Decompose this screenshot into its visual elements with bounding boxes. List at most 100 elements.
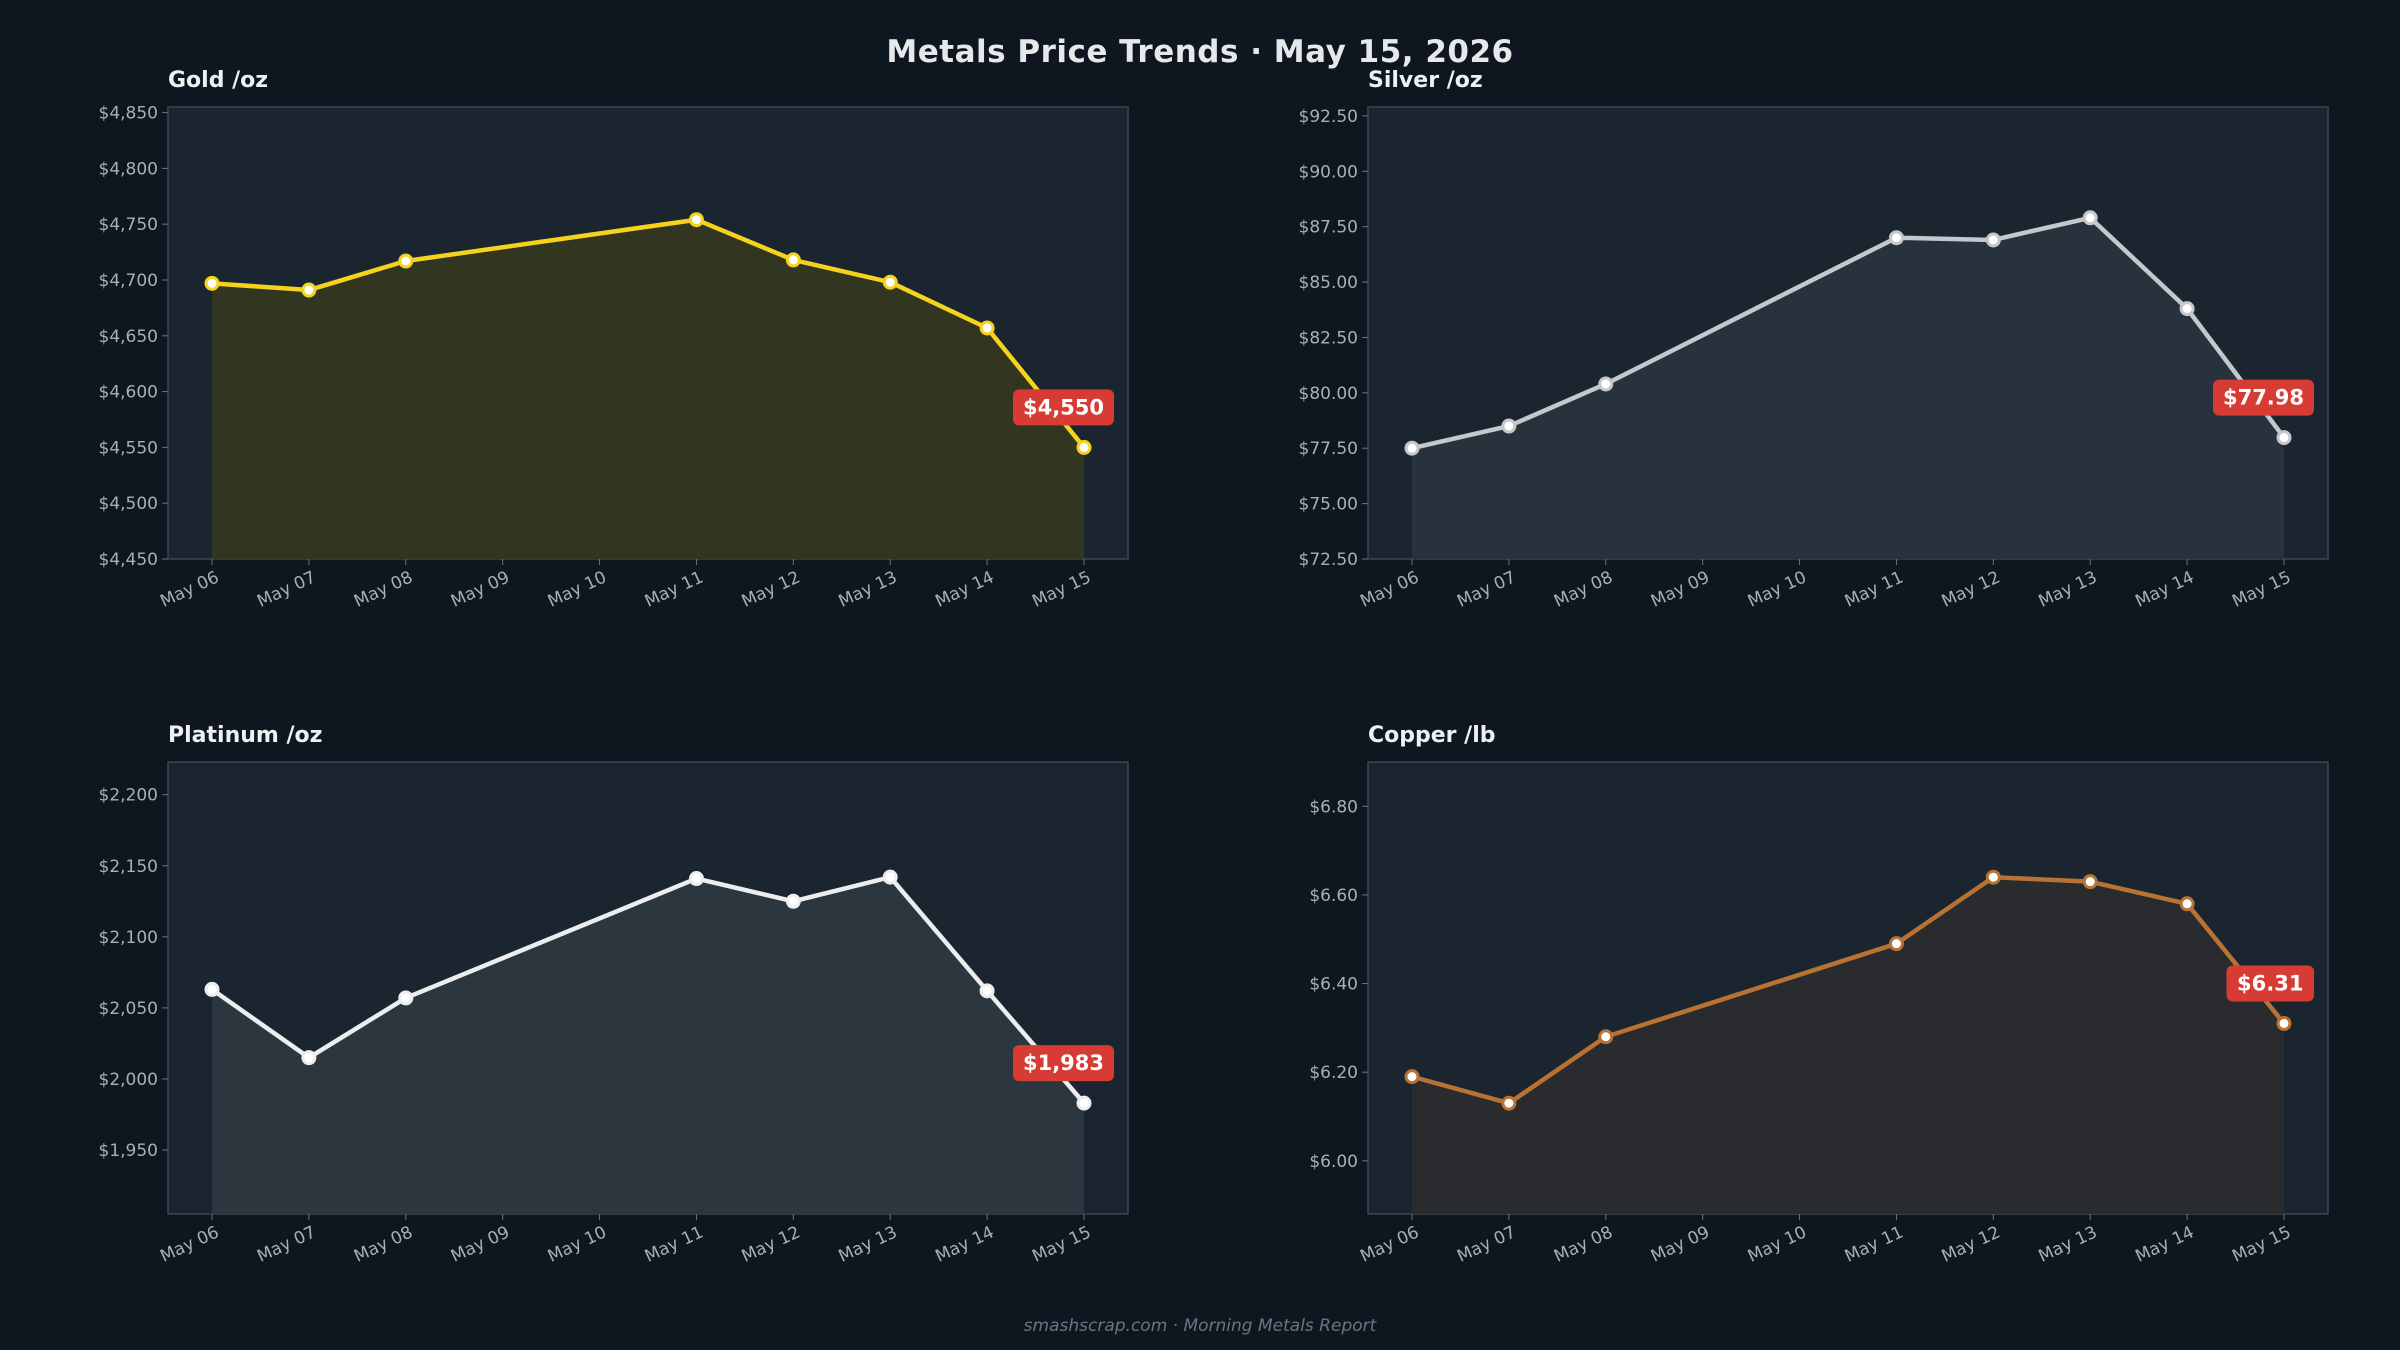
gold-chart-title: Gold /oz <box>168 68 268 93</box>
gold-x-tick-label: May 07 <box>254 567 319 611</box>
silver-data-point <box>1404 440 1420 456</box>
copper-x-tick-label: May 15 <box>2229 1222 2294 1266</box>
gold-latest-badge <box>1013 389 1114 426</box>
platinum-area-fill <box>212 877 1084 1214</box>
copper-chart: Copper /lb $6.00 $6.20 $6.40 $6.60 $6.80 May 0… <box>1309 723 2329 1267</box>
gold-x-tick-label: May 12 <box>739 567 804 611</box>
platinum-data-point <box>882 869 898 885</box>
gold-x-tick-label: May 13 <box>836 567 901 611</box>
platinum-data-point <box>688 871 704 887</box>
silver-y-tick-label: $80.00 <box>1299 384 1358 404</box>
silver-chart-title: Silver /oz <box>1368 68 1483 93</box>
copper-x-tick-label: May 14 <box>2132 1222 2197 1266</box>
silver-x-tick-label: May 08 <box>1551 567 1616 611</box>
page-title: Metals Price Trends · May 15, 2026 <box>886 34 1514 70</box>
silver-x-tick-label: May 14 <box>2132 567 2197 611</box>
copper-area-fill <box>1412 877 2284 1214</box>
copper-latest-badge <box>2226 965 2314 1002</box>
platinum-x-tick-label: May 13 <box>836 1222 901 1266</box>
platinum-x-tick-label: May 10 <box>545 1222 610 1266</box>
gold-y-tick-label: $4,750 <box>99 215 158 235</box>
silver-y-tick-label: $90.00 <box>1299 162 1358 182</box>
gold-area-fill <box>212 219 1084 559</box>
copper-latest-value: $6.31 <box>2237 971 2303 995</box>
copper-data-point <box>2179 896 2195 912</box>
gold-data-point <box>301 282 317 298</box>
gold-data-point <box>979 320 995 336</box>
silver-x-tick-label: May 07 <box>1454 567 1519 611</box>
gold-y-tick-label: $4,850 <box>99 104 158 124</box>
gold-data-point <box>882 274 898 290</box>
silver-y-tick-label: $87.50 <box>1299 218 1358 238</box>
silver-data-point <box>1598 376 1614 392</box>
platinum-y-tick-label: $2,050 <box>99 999 158 1019</box>
platinum-x-tick-label: May 15 <box>1029 1222 1094 1266</box>
gold-y-tick-label: $4,500 <box>99 494 158 514</box>
copper-x-tick-label: May 08 <box>1551 1222 1616 1266</box>
platinum-y-tick-label: $1,950 <box>99 1141 158 1161</box>
copper-y-tick-label: $6.60 <box>1309 886 1358 906</box>
copper-data-point <box>1598 1029 1614 1045</box>
gold-y-tick-label: $4,600 <box>99 383 158 403</box>
copper-x-tick-label: May 06 <box>1357 1222 1422 1266</box>
gold-x-tick-label: May 11 <box>642 567 707 611</box>
platinum-y-tick-label: $2,150 <box>99 857 158 877</box>
silver-y-tick-label: $77.50 <box>1299 439 1358 459</box>
silver-series-line <box>1409 215 2287 451</box>
silver-latest-value: $77.98 <box>2223 386 2304 410</box>
platinum-series-line <box>209 874 1087 1106</box>
copper-y-tick-label: $6.20 <box>1309 1063 1358 1083</box>
silver-chart: Silver /oz $72.50 $75.00 $77.50 $80.00 $82.50… <box>1299 68 2329 612</box>
silver-x-tick-label: May 06 <box>1357 567 1422 611</box>
platinum-data-point <box>785 893 801 909</box>
copper-data-point <box>1985 869 2001 885</box>
gold-y-tick-label: $4,450 <box>99 550 158 570</box>
gold-series-line <box>209 217 1087 450</box>
silver-x-tick-label: May 12 <box>1939 567 2004 611</box>
silver-data-point <box>1501 418 1517 434</box>
platinum-x-tick-label: May 07 <box>254 1222 319 1266</box>
gold-x-tick-label: May 06 <box>157 567 222 611</box>
copper-data-point <box>1404 1069 1420 1085</box>
copper-y-tick-label: $6.00 <box>1309 1152 1358 1172</box>
silver-y-tick-label: $92.50 <box>1299 107 1358 127</box>
silver-y-tick-label: $75.00 <box>1299 495 1358 515</box>
gold-x-tick-label: May 09 <box>448 567 513 611</box>
platinum-latest-badge <box>1013 1045 1114 1082</box>
silver-x-tick-label: May 15 <box>2229 567 2294 611</box>
copper-x-tick-label: May 12 <box>1939 1222 2004 1266</box>
platinum-x-tick-label: May 11 <box>642 1222 707 1266</box>
gold-y-tick-label: $4,650 <box>99 327 158 347</box>
platinum-x-tick-label: May 06 <box>157 1222 222 1266</box>
platinum-data-point <box>979 983 995 999</box>
copper-y-tick-label: $6.40 <box>1309 975 1358 995</box>
silver-data-point <box>2276 430 2292 446</box>
gold-data-point <box>1076 439 1092 455</box>
silver-x-tick-label: May 10 <box>1745 567 1810 611</box>
platinum-y-tick-label: $2,000 <box>99 1070 158 1090</box>
silver-data-point <box>2179 301 2195 317</box>
copper-series-line <box>1409 874 2287 1106</box>
silver-data-point <box>2082 210 2098 226</box>
copper-x-tick-label: May 10 <box>1745 1222 1810 1266</box>
copper-data-point <box>1501 1095 1517 1111</box>
copper-data-point <box>2276 1015 2292 1031</box>
copper-x-tick-label: May 13 <box>2036 1222 2101 1266</box>
gold-x-tick-label: May 08 <box>351 567 416 611</box>
gold-data-point <box>785 252 801 268</box>
silver-x-tick-label: May 11 <box>1842 567 1907 611</box>
copper-y-tick-label: $6.80 <box>1309 797 1358 817</box>
platinum-x-tick-label: May 08 <box>351 1222 416 1266</box>
silver-latest-badge <box>2213 379 2314 416</box>
platinum-latest-value: $1,983 <box>1023 1051 1104 1075</box>
copper-data-point <box>1888 936 1904 952</box>
gold-x-tick-label: May 14 <box>932 567 997 611</box>
silver-y-tick-label: $85.00 <box>1299 273 1358 293</box>
platinum-x-tick-label: May 14 <box>932 1222 997 1266</box>
silver-y-tick-label: $72.50 <box>1299 550 1358 570</box>
copper-x-tick-label: May 09 <box>1648 1222 1713 1266</box>
silver-data-point <box>1888 230 1904 246</box>
platinum-y-tick-label: $2,200 <box>99 786 158 806</box>
copper-x-tick-label: May 07 <box>1454 1222 1519 1266</box>
